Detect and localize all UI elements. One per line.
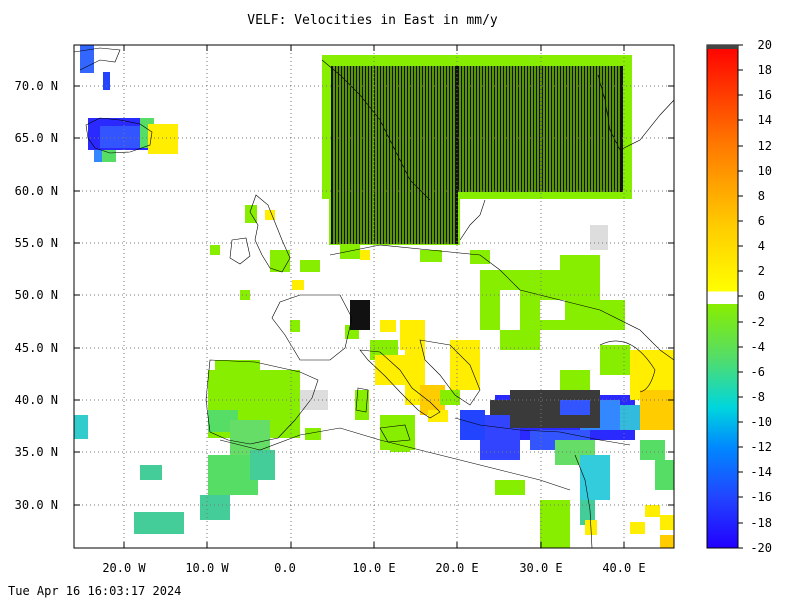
colorbar: 20 18 16 14 12 10 8 6 4 2 0 -2 -4 -6 -8 … — [706, 38, 772, 555]
colorbar-label: 8 — [758, 189, 765, 203]
timestamp-footer: Tue Apr 16 16:03:17 2024 — [8, 584, 182, 598]
lat-tick-label: 70.0 N — [15, 79, 58, 93]
lat-tick-label: 35.0 N — [15, 445, 58, 459]
lon-tick-label: 10.0 E — [352, 561, 395, 575]
colorbar-label: -18 — [750, 516, 772, 530]
greenland-cell — [74, 415, 88, 439]
lon-tick-label: 20.0 W — [102, 561, 146, 575]
colorbar-label: 0 — [758, 289, 765, 303]
colorbar-label: -14 — [750, 465, 772, 479]
coastlines — [74, 47, 674, 548]
colorbar-label: 16 — [758, 88, 772, 102]
lat-tick-label: 45.0 N — [15, 341, 58, 355]
colorbar-label: -16 — [750, 490, 772, 504]
colorbar-label: -10 — [750, 415, 772, 429]
dense-station-hatching — [331, 66, 623, 244]
lat-tick-label: 30.0 N — [15, 498, 58, 512]
colorbar-label: 14 — [758, 113, 772, 127]
colorbar-label: -4 — [751, 340, 765, 354]
iberia-cells — [134, 360, 328, 534]
colorbar-gradient — [706, 44, 739, 549]
greenland-cell — [103, 72, 110, 90]
lat-tick-label: 55.0 N — [15, 236, 58, 250]
lat-axis — [74, 45, 674, 548]
east-europe-cells — [480, 225, 630, 375]
colorbar-label: -2 — [751, 315, 765, 329]
colorbar-label: -8 — [751, 390, 765, 404]
colorbar-label: 12 — [758, 139, 772, 153]
lon-tick-label: 20.0 E — [435, 561, 478, 575]
lat-tick-label: 65.0 N — [15, 131, 58, 145]
colorbar-label: 10 — [758, 164, 772, 178]
colorbar-top-cap — [707, 45, 738, 49]
map-title: VELF: Velocities in East in mm/y — [247, 13, 498, 28]
colorbar-label: 4 — [758, 239, 765, 253]
greenland-cell — [80, 45, 94, 73]
lat-tick-label: 50.0 N — [15, 288, 58, 302]
lon-tick-label: 10.0 W — [185, 561, 229, 575]
colorbar-label: 6 — [758, 214, 765, 228]
colorbar-label: 2 — [758, 264, 765, 278]
lon-tick-label: 0.0 — [274, 561, 296, 575]
colorbar-label: -6 — [751, 365, 765, 379]
lon-tick-label: 40.0 E — [602, 561, 645, 575]
aegean-cells — [460, 350, 674, 548]
colorbar-label: 20 — [758, 38, 772, 52]
colorbar-label: -12 — [750, 440, 772, 454]
lat-tick-label: 40.0 N — [15, 393, 58, 407]
grid — [74, 45, 674, 548]
iceland-cells — [88, 118, 178, 162]
colorbar-label: 18 — [758, 63, 772, 77]
colorbar-label: -20 — [750, 541, 772, 555]
lat-tick-label: 60.0 N — [15, 184, 58, 198]
lon-tick-label: 30.0 E — [519, 561, 562, 575]
